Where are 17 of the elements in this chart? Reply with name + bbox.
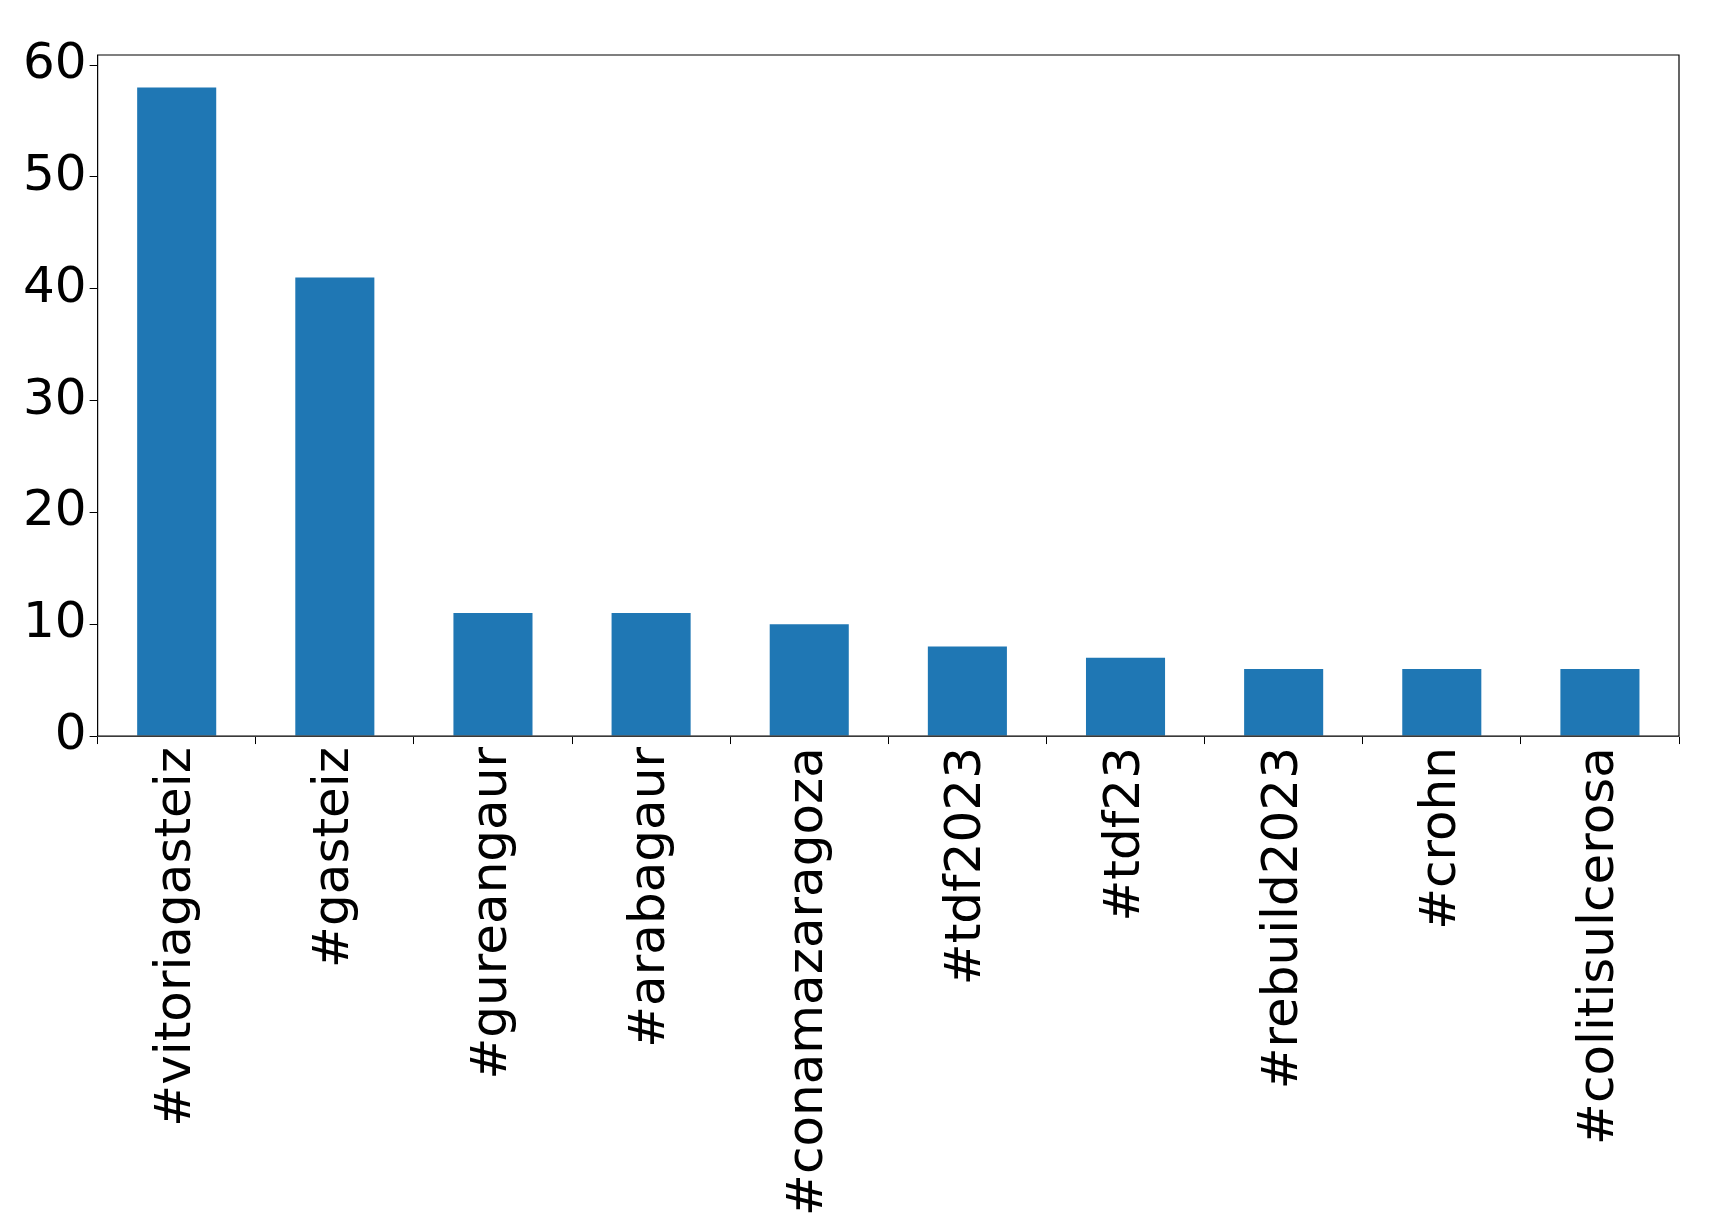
y-tick-label: 20 — [23, 479, 87, 538]
y-tick-label: 60 — [23, 32, 87, 91]
y-tick-label: 10 — [23, 591, 87, 650]
x-tick-label: #colitisulcerosa — [1566, 747, 1625, 1145]
x-tick-label: #tdf23 — [1092, 747, 1151, 922]
x-tick-label: #tdf2023 — [934, 747, 993, 986]
x-tick-label: #crohn — [1408, 747, 1467, 930]
x-tick-label: #arabagaur — [618, 746, 677, 1048]
x-tick-label: #gureangaur — [459, 746, 518, 1080]
y-tick-label: 0 — [54, 703, 87, 762]
x-tick-label: #rebuild2023 — [1250, 747, 1309, 1090]
x-tick-label: #conamazaragoza — [776, 747, 835, 1217]
y-tick-label: 50 — [23, 143, 87, 202]
y-tick-label: 40 — [23, 255, 87, 314]
x-tick-label: #gasteiz — [301, 747, 360, 968]
x-tick-label: #vitoriagasteiz — [143, 747, 202, 1127]
y-tick-label: 30 — [23, 367, 87, 426]
